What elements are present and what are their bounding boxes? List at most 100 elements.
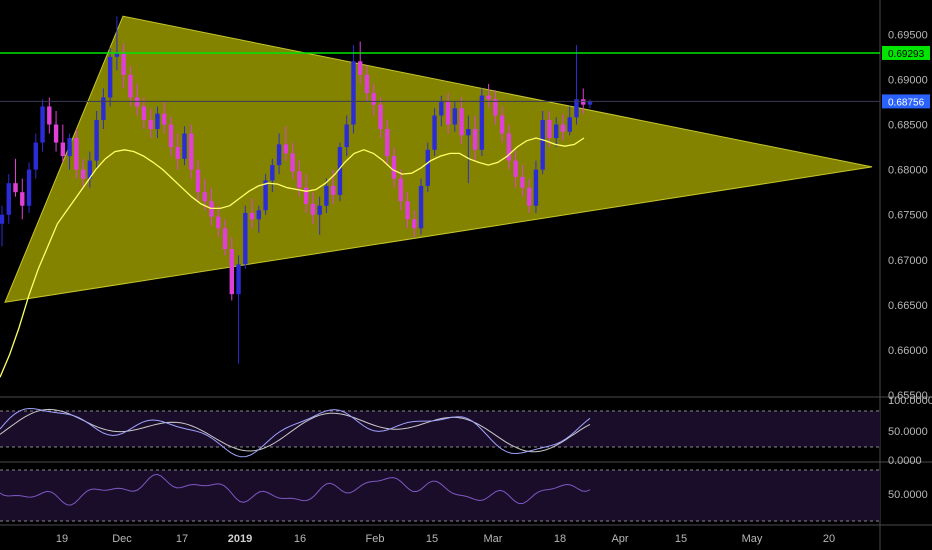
candle-down bbox=[358, 61, 363, 75]
candle-down bbox=[162, 113, 167, 125]
oscillator2-tick-label: 50.0000 bbox=[888, 489, 928, 501]
date-tick-label: Feb bbox=[366, 533, 385, 545]
date-tick-label: 18 bbox=[554, 533, 566, 545]
candle-down bbox=[249, 212, 255, 220]
candle-down bbox=[202, 192, 207, 202]
candle-up bbox=[155, 113, 160, 130]
candle-up bbox=[554, 124, 559, 139]
candle-down bbox=[128, 74, 133, 98]
oscillator1-band bbox=[0, 411, 880, 447]
candle-up bbox=[567, 117, 572, 132]
candle-up bbox=[101, 97, 106, 121]
candle-down bbox=[290, 153, 295, 172]
candle-up bbox=[452, 108, 458, 125]
candle-down bbox=[134, 97, 140, 107]
last-price-label: 0.68756 bbox=[888, 97, 925, 108]
candle-down bbox=[148, 120, 153, 130]
date-tick-label: 20 bbox=[823, 533, 835, 545]
candle-down bbox=[175, 147, 180, 159]
candle-up bbox=[587, 101, 593, 105]
oscillator1-tick-label: 100.0000 bbox=[888, 395, 932, 407]
candle-down bbox=[310, 203, 316, 215]
price-tick-label: 0.68000 bbox=[888, 165, 928, 177]
candle-down bbox=[229, 249, 234, 295]
candle-down bbox=[297, 171, 302, 188]
candle-down bbox=[412, 219, 417, 229]
date-tick-label: Dec bbox=[112, 533, 132, 545]
candle-down bbox=[168, 124, 174, 148]
candle-down bbox=[303, 187, 309, 204]
candle-down bbox=[371, 92, 376, 105]
price-tick-label: 0.65500 bbox=[888, 390, 928, 402]
candle-up bbox=[94, 120, 99, 161]
candle-down bbox=[391, 156, 397, 179]
candle-up bbox=[263, 180, 268, 211]
candle-up bbox=[533, 169, 539, 206]
candle-down bbox=[445, 101, 451, 125]
price-tick-label: 0.69500 bbox=[888, 29, 928, 41]
candle-up bbox=[6, 183, 11, 215]
candle-up bbox=[0, 214, 5, 224]
price-tick-label: 0.67000 bbox=[888, 255, 928, 267]
triangle-pattern[interactable] bbox=[4, 15, 873, 303]
candle-up bbox=[418, 185, 424, 229]
candle-up bbox=[425, 149, 430, 186]
candle-up bbox=[182, 133, 187, 159]
candle-down bbox=[513, 160, 518, 177]
candle-down bbox=[13, 183, 18, 193]
candle-up bbox=[270, 165, 275, 181]
candle-down bbox=[472, 129, 478, 150]
price-tick-label: 0.67500 bbox=[888, 210, 928, 222]
candle-down bbox=[47, 106, 52, 125]
candle-down bbox=[398, 178, 403, 202]
candle-down bbox=[74, 138, 79, 170]
candle-down bbox=[283, 144, 289, 154]
candle-down bbox=[20, 192, 25, 206]
candle-down bbox=[385, 129, 390, 157]
candle-up bbox=[107, 56, 113, 98]
candle-up bbox=[574, 99, 579, 118]
oscillator2-line bbox=[0, 473, 591, 506]
candle-down bbox=[195, 169, 201, 193]
candle-up bbox=[351, 61, 356, 125]
candle-up bbox=[276, 144, 282, 166]
candle-up bbox=[344, 124, 349, 148]
candle-down bbox=[60, 142, 66, 157]
date-tick-label: Mar bbox=[484, 533, 503, 545]
candle-down bbox=[459, 108, 464, 136]
candle-down bbox=[222, 228, 228, 250]
date-tick-label: May bbox=[742, 533, 763, 545]
candle-up bbox=[87, 160, 93, 179]
candle-up bbox=[479, 95, 485, 150]
candle-up bbox=[243, 212, 248, 265]
candle-up bbox=[337, 147, 343, 195]
candle-up bbox=[26, 169, 32, 206]
candle-down bbox=[53, 124, 59, 143]
candle-down bbox=[499, 115, 505, 134]
candle-down bbox=[330, 185, 336, 195]
candle-down bbox=[493, 99, 498, 116]
candle-down bbox=[520, 176, 525, 188]
candle-down bbox=[364, 74, 370, 93]
candle-down bbox=[560, 124, 566, 132]
date-tick-label: 19 bbox=[56, 533, 68, 545]
candle-down bbox=[189, 133, 194, 170]
candle-up bbox=[40, 106, 45, 143]
price-tick-label: 0.66500 bbox=[888, 300, 928, 312]
candle-up bbox=[236, 264, 241, 295]
date-tick-label: 16 bbox=[294, 533, 306, 545]
candle-up bbox=[466, 129, 471, 136]
candle-down bbox=[486, 95, 491, 100]
candle-down bbox=[547, 120, 552, 139]
date-tick-label: 15 bbox=[675, 533, 687, 545]
candle-up bbox=[256, 210, 262, 220]
candle-down bbox=[121, 52, 126, 75]
candle-down bbox=[581, 99, 586, 105]
moving-average-line bbox=[0, 137, 585, 378]
candle-up bbox=[67, 138, 72, 157]
oscillator2-band bbox=[0, 470, 880, 521]
level-price-badge: 0.69293 bbox=[882, 45, 930, 60]
price-axis-ticks: 0.69500 0.69000 0.68500 0.68000 0.67500 0.670… bbox=[888, 29, 928, 402]
